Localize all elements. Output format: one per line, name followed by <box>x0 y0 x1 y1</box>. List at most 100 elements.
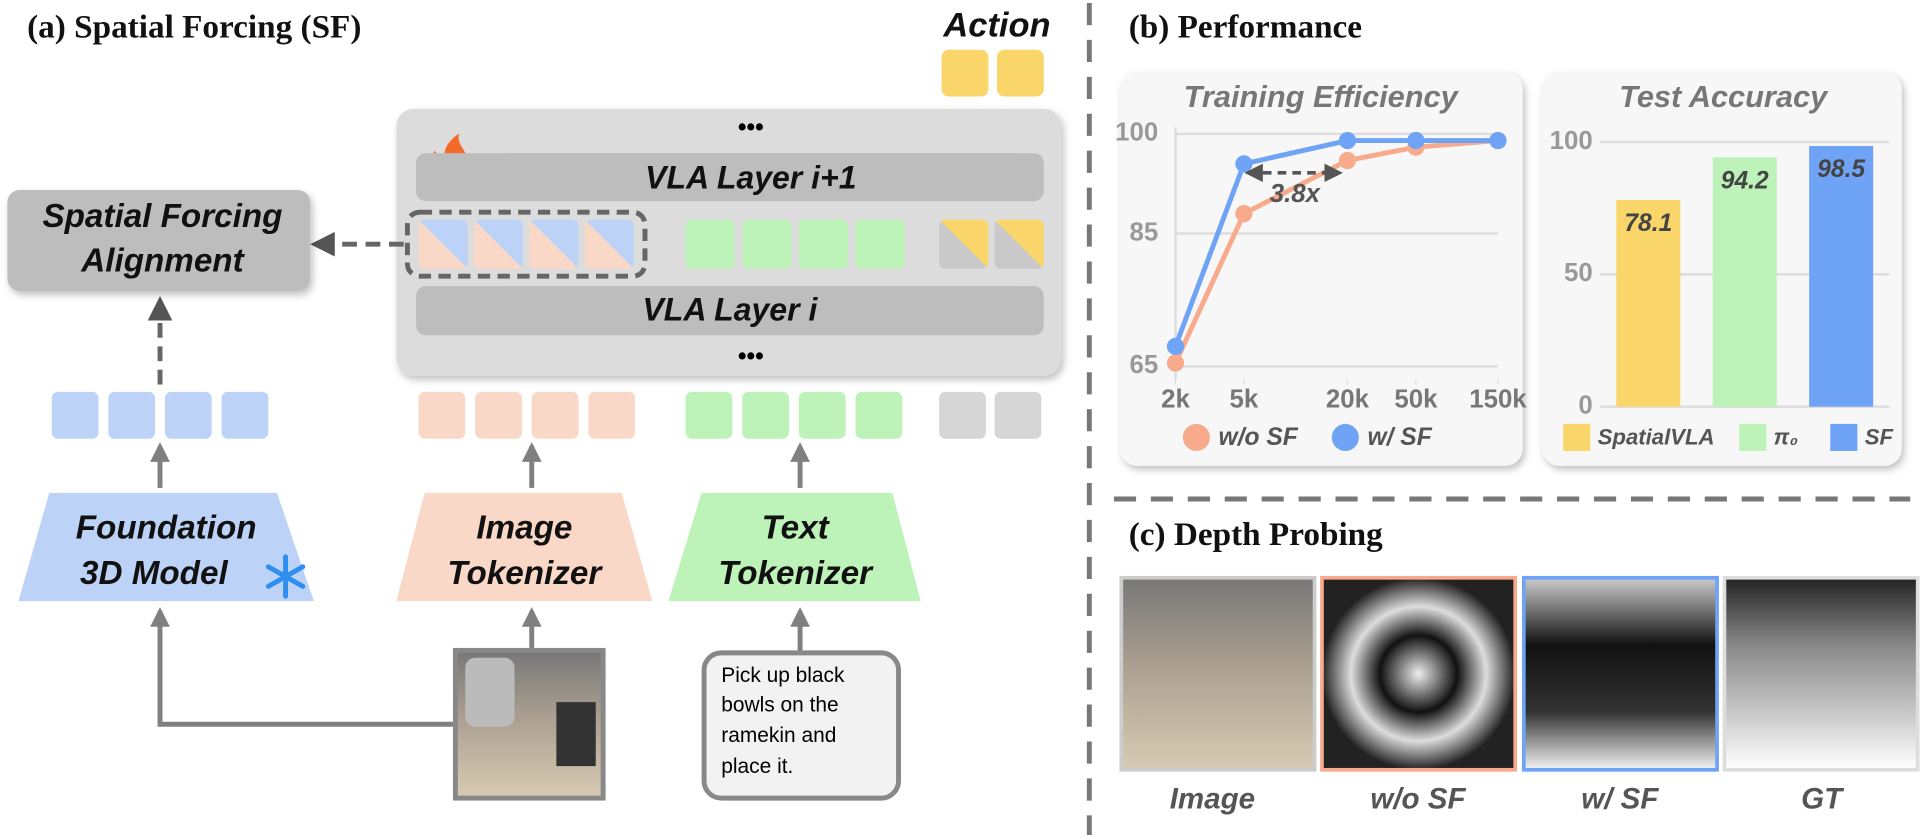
action-token <box>997 49 1044 97</box>
panel-title: (b) Performance <box>1129 9 1362 46</box>
token <box>939 391 986 439</box>
y-tick-label: 85 <box>1130 218 1159 246</box>
panel-a: (a) Spatial Forcing (SF) Action ••• ••• … <box>7 7 1062 801</box>
token <box>475 391 522 439</box>
chart-title: Training Efficiency <box>1184 79 1460 114</box>
alignment-box <box>7 190 311 291</box>
image-caption: w/ SF <box>1581 782 1659 815</box>
point <box>1235 155 1253 173</box>
vla-layer <box>416 286 1044 336</box>
legend-swatch <box>1331 423 1359 452</box>
tokenizer-label: Image <box>476 510 572 547</box>
bar <box>1809 146 1874 407</box>
legend-label: w/o SF <box>1219 424 1299 451</box>
depth-image <box>1119 575 1317 772</box>
legend-label: SF <box>1865 425 1894 450</box>
foundation-model <box>18 492 314 602</box>
legend-swatch <box>1563 423 1591 452</box>
token <box>473 219 524 269</box>
ellipsis: ••• <box>738 114 764 141</box>
token <box>221 391 269 439</box>
x-tick-label: 2k <box>1161 385 1190 413</box>
token <box>108 391 156 439</box>
image-caption: GT <box>1801 782 1845 815</box>
vla-layer-label: VLA Layer i+1 <box>645 160 856 196</box>
depth-image <box>1320 575 1518 772</box>
token <box>685 391 733 439</box>
token <box>939 219 989 269</box>
y-tick-label: 65 <box>1130 351 1159 379</box>
token <box>742 391 789 439</box>
depth-image <box>1722 575 1920 772</box>
x-tick-label: 20k <box>1326 385 1370 413</box>
point <box>1166 337 1185 356</box>
foundation-label: Foundation <box>76 510 257 547</box>
value-label: 98.5 <box>1817 156 1865 183</box>
token <box>855 219 905 269</box>
alignment-label: Alignment <box>80 242 245 279</box>
legend-label: π₀ <box>1774 425 1799 450</box>
depth-image <box>1521 575 1719 772</box>
point <box>1407 131 1425 150</box>
panel-title: (a) Spatial Forcing (SF) <box>27 9 361 46</box>
vla-layer-label: VLA Layer i <box>642 291 818 327</box>
action-token <box>941 49 989 97</box>
x-tick-label: 50k <box>1394 385 1438 413</box>
tokenizer-label: Tokenizer <box>447 555 603 592</box>
snowflake-icon <box>265 554 306 599</box>
action-label: Action <box>942 7 1050 45</box>
y-tick-label: 100 <box>1115 119 1158 147</box>
tokenizer-label: Tokenizer <box>718 555 874 592</box>
token <box>588 391 636 439</box>
instruction-text: place it. <box>721 755 793 778</box>
x-tick-label: 150k <box>1469 385 1527 413</box>
token <box>798 391 846 439</box>
vla-layer <box>416 153 1044 202</box>
dashed-selection <box>404 209 648 279</box>
image-detail <box>556 702 596 767</box>
point <box>1338 151 1357 170</box>
token <box>418 391 466 439</box>
legend-swatch <box>1739 423 1767 452</box>
token <box>418 219 468 269</box>
token <box>584 219 634 269</box>
bar <box>1712 157 1777 407</box>
input-tokens <box>51 391 1042 439</box>
alignment-label: Spatial Forcing <box>42 198 282 235</box>
x-tick-label: 5k <box>1230 385 1259 413</box>
text-tokenizer <box>668 492 921 602</box>
image-caption: Image <box>1170 782 1255 815</box>
panel-title: (c) Depth Probing <box>1129 516 1383 553</box>
bar <box>1616 200 1681 407</box>
token <box>531 391 579 439</box>
y-tick-label: 50 <box>1564 259 1593 287</box>
y-tick-label: 100 <box>1550 127 1593 155</box>
legend-swatch <box>1830 423 1858 452</box>
arrows <box>150 442 810 727</box>
value-label: 94.2 <box>1721 168 1769 195</box>
value-label: 78.1 <box>1624 210 1672 237</box>
point <box>1489 131 1507 150</box>
token <box>742 219 792 269</box>
token <box>51 391 99 439</box>
point <box>1338 131 1357 150</box>
token <box>798 219 849 269</box>
instruction-box <box>701 650 901 801</box>
point <box>1166 354 1185 372</box>
token <box>529 219 579 269</box>
token <box>164 391 212 439</box>
instruction-text: Pick up black <box>721 664 845 687</box>
token <box>994 391 1042 439</box>
y-tick-label: 0 <box>1578 392 1592 420</box>
image-tokenizer <box>396 492 653 602</box>
hidden-tokens <box>418 219 1044 269</box>
instruction-text: bowls on the <box>721 693 838 716</box>
chart-title: Test Accuracy <box>1619 79 1829 114</box>
legend-label: SpatialVLA <box>1598 425 1715 450</box>
legend-swatch <box>1182 423 1210 452</box>
arrow <box>150 607 453 727</box>
token <box>685 219 735 269</box>
token <box>855 391 903 439</box>
instruction-text: ramekin and <box>721 724 836 747</box>
